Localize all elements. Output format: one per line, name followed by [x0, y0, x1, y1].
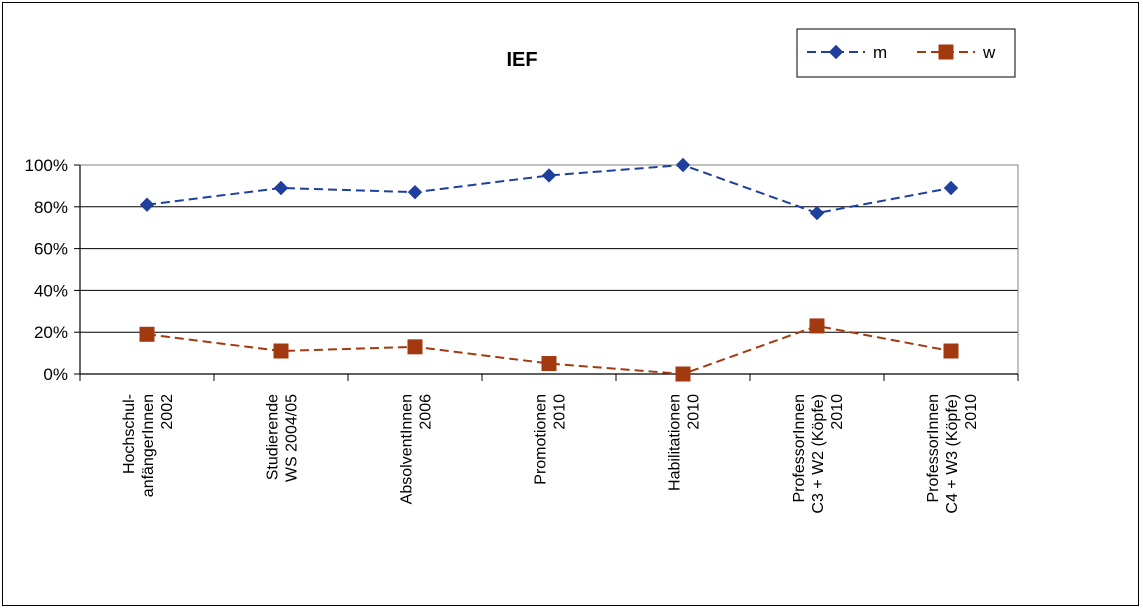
x-category-line: Studierende	[265, 394, 282, 480]
x-category-line: 2010	[829, 394, 846, 430]
data-point-m	[407, 184, 423, 200]
data-point-m	[675, 157, 691, 173]
x-category-line: ProfessorInnen	[925, 394, 942, 503]
x-category-label: ProfessorInnen C4 + W3 (Köpfe) 2010	[925, 394, 980, 514]
y-tick-label: 20%	[34, 323, 68, 342]
x-category-label: ProfessorInnen C3 + W2 (Köpfe) 2010	[791, 394, 846, 514]
legend-label-w: w	[982, 43, 996, 62]
legend-label-m: m	[873, 43, 887, 62]
data-point-m	[943, 180, 959, 196]
data-point-w	[943, 343, 959, 359]
x-category-label: AbsolventInnen 2006	[399, 394, 435, 504]
data-point-w	[541, 356, 557, 372]
y-tick-label: 40%	[34, 281, 68, 300]
data-point-w	[809, 318, 825, 334]
x-category-line: Habilitationen	[667, 394, 684, 491]
x-category-line: C4 + W3 (Köpfe)	[944, 394, 961, 514]
data-point-w	[675, 366, 691, 382]
x-category-line: C3 + W2 (Köpfe)	[810, 394, 827, 514]
legend-marker-w	[938, 44, 954, 60]
chart-title: IEF	[506, 49, 537, 71]
x-category-line: Hochschul-	[121, 394, 138, 474]
data-point-m	[809, 205, 825, 221]
data-point-w	[139, 326, 155, 342]
x-category-line: 2006	[418, 394, 435, 430]
x-category-line: AbsolventInnen	[399, 394, 416, 504]
x-category-line: anfängerInnen	[140, 394, 157, 497]
y-tick-label: 100%	[25, 156, 68, 175]
x-category-line: 2010	[552, 394, 569, 430]
y-tick-label: 60%	[34, 240, 68, 259]
y-tick-label: 0%	[43, 365, 68, 384]
x-category-line: 2010	[963, 394, 980, 430]
x-category-label: Habilitationen 2010	[667, 394, 703, 491]
plot-area: 0% 20% 40% 60% 80% 100% Hochschul-anfängerInne…	[25, 156, 1019, 514]
x-category-line: WS 2004/05	[284, 394, 301, 482]
y-tick-label: 80%	[34, 198, 68, 217]
x-category-line: Promotionen	[533, 394, 550, 485]
x-category-label: Hochschul-anfängerInnen 2002	[121, 394, 176, 497]
x-category-line: 2002	[159, 394, 176, 430]
data-point-w	[273, 343, 289, 359]
data-point-m	[541, 168, 557, 183]
x-category-line: ProfessorInnen	[791, 394, 808, 503]
data-point-m	[139, 197, 155, 212]
data-point-w	[407, 339, 423, 355]
x-category-label: Studierende WS 2004/05	[265, 394, 301, 482]
x-category-line: 2010	[686, 394, 703, 430]
x-category-label: Promotionen 2010	[533, 394, 569, 485]
legend-marker-m	[828, 44, 844, 60]
data-point-m	[273, 180, 289, 196]
